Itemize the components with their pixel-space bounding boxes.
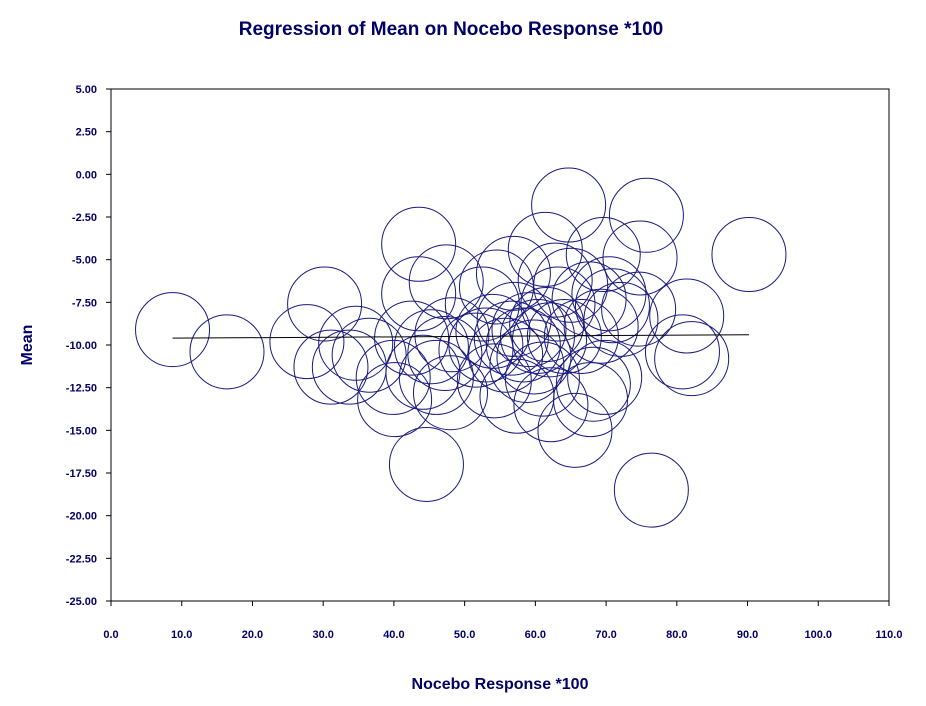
x-tick-label: 110.0 (876, 629, 903, 641)
x-axis: 0.0 10.0 20.0 30.0 40.0 50.0 60.0 70.0 80.0 90.0 1… (103, 601, 902, 641)
x-tick-label: 70.0 (595, 629, 616, 641)
x-tick-label: 20.0 (242, 629, 263, 641)
data-point (711, 217, 787, 293)
x-tick-label: 60.0 (525, 629, 546, 641)
data-point (563, 288, 639, 364)
data-point (407, 316, 483, 392)
data-point (374, 300, 450, 376)
plot-area (110, 88, 890, 602)
x-tick-label: 30.0 (312, 629, 333, 641)
y-axis: 5.00 2.50 0.00 -2.50 -5.00 -7.50 -10.00 -12.50 -… (66, 84, 111, 608)
data-point (644, 314, 720, 390)
y-tick-label: 5.00 (76, 84, 97, 96)
data-points (135, 167, 787, 528)
data-point (533, 247, 609, 323)
x-tick-label: 10.0 (171, 629, 192, 641)
data-point (555, 346, 631, 422)
data-point (602, 220, 678, 296)
data-point (473, 300, 549, 376)
y-tick-label: -10.00 (66, 340, 97, 352)
data-point (414, 297, 490, 373)
data-point (507, 211, 583, 287)
data-point (654, 321, 730, 397)
data-point (381, 206, 457, 282)
x-tick-label: 100.0 (805, 629, 833, 641)
data-point (565, 217, 641, 293)
data-point (520, 266, 596, 342)
data-point (613, 452, 689, 528)
y-tick-label: -2.50 (72, 212, 97, 224)
x-tick-label: 40.0 (383, 629, 404, 641)
y-tick-label: 0.00 (76, 169, 97, 181)
data-point (293, 329, 369, 405)
y-tick-label: -12.50 (66, 383, 97, 395)
data-point (393, 309, 469, 385)
data-point (357, 362, 433, 438)
data-point (355, 339, 431, 415)
y-tick-label: -17.50 (66, 468, 97, 480)
regression-line (172, 334, 749, 339)
data-point (438, 312, 514, 388)
data-point (496, 319, 572, 395)
data-point (448, 307, 524, 383)
data-point (318, 305, 394, 381)
data-point (608, 177, 684, 253)
x-tick-label: 80.0 (666, 629, 687, 641)
data-point (385, 334, 461, 410)
y-tick-label: 2.50 (76, 127, 97, 139)
x-axis-title: Nocebo Response *100 (412, 676, 589, 693)
data-point (491, 292, 567, 368)
y-tick-label: -7.50 (72, 297, 97, 309)
data-point (476, 281, 552, 357)
y-tick-label: -15.00 (66, 425, 97, 437)
x-tick-label: 0.0 (103, 629, 118, 641)
chart-title: Regression of Mean on Nocebo Response *1… (239, 19, 663, 40)
data-point (517, 242, 593, 318)
data-point (388, 426, 464, 502)
y-tick-label: -25.00 (66, 596, 97, 608)
data-point (475, 235, 551, 311)
x-tick-label: 90.0 (737, 629, 758, 641)
y-tick-label: -22.50 (66, 553, 97, 565)
data-point (574, 268, 650, 344)
y-tick-label: -20.00 (66, 511, 97, 523)
y-axis-title: Mean (19, 325, 36, 366)
y-tick-label: -5.00 (72, 255, 97, 267)
data-point (601, 271, 677, 347)
data-point (504, 341, 580, 417)
data-point (583, 281, 659, 357)
data-point (513, 367, 589, 443)
data-point (408, 244, 484, 320)
data-point (135, 292, 211, 368)
data-point (567, 339, 643, 415)
data-point (189, 314, 265, 390)
x-tick-label: 50.0 (454, 629, 475, 641)
data-point (269, 304, 345, 380)
data-point (649, 278, 725, 354)
data-point (489, 327, 565, 403)
data-point (287, 266, 363, 342)
data-point (485, 307, 561, 383)
